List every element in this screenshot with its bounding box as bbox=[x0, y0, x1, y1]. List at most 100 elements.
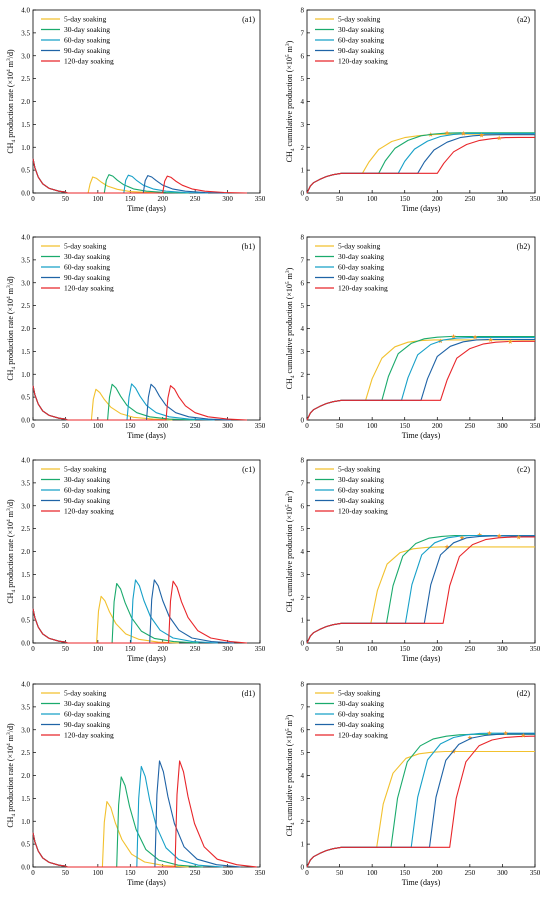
y-axis-label: CH4 cumulative production (×105 m3) bbox=[285, 267, 296, 389]
y-tick-label: 4.0 bbox=[21, 681, 30, 689]
legend-label: 120-day soaking bbox=[338, 731, 388, 740]
legend-label: 120-day soaking bbox=[64, 731, 114, 740]
y-tick-label: 1 bbox=[301, 617, 305, 625]
x-tick-label: 350 bbox=[255, 645, 266, 653]
y-tick-label: 5 bbox=[301, 302, 305, 310]
y-tick-label: 3.0 bbox=[21, 502, 30, 510]
y-tick-label: 5 bbox=[301, 75, 305, 83]
legend-label: 60-day soaking bbox=[64, 263, 110, 272]
legend-label: 120-day soaking bbox=[338, 284, 388, 293]
x-tick-label: 300 bbox=[497, 195, 508, 203]
chart-panel-c2: 0 50 100 150 200 250 300 350 0 1 2 3 4 5 6 7 8 Time (days… bbox=[285, 457, 541, 664]
legend-label: 90-day soaking bbox=[338, 273, 384, 282]
y-tick-label: 4 bbox=[301, 548, 305, 556]
y-tick-label: 1.0 bbox=[21, 818, 30, 826]
legend-label: 5-day soaking bbox=[338, 242, 381, 251]
y-tick-label: 0 bbox=[301, 640, 305, 648]
y-axis-label: CH4 production rate (×104 m3/d) bbox=[6, 723, 17, 828]
y-tick-label: 7 bbox=[301, 479, 305, 487]
chart-panel-a2: 0 50 100 150 200 250 300 350 0 1 2 3 4 5 6 7 8 Time (days… bbox=[285, 7, 541, 214]
series-line bbox=[32, 760, 257, 868]
series-line bbox=[32, 158, 163, 194]
x-axis-label: Time (days) bbox=[127, 431, 166, 440]
series-line bbox=[32, 582, 199, 644]
y-tick-label: 6 bbox=[301, 52, 305, 60]
legend-label: 90-day soaking bbox=[64, 273, 110, 282]
marker-star bbox=[486, 730, 492, 736]
series-line bbox=[306, 735, 535, 868]
y-tick-label: 3.5 bbox=[21, 29, 30, 37]
series-line bbox=[306, 337, 535, 421]
y-axis-label: CH4 production rate (×104 m3/d) bbox=[6, 49, 17, 154]
x-tick-label: 150 bbox=[399, 869, 410, 877]
marker-star bbox=[467, 735, 473, 740]
legend-label: 5-day soaking bbox=[338, 689, 381, 698]
y-tick-label: 2.5 bbox=[21, 525, 30, 533]
y-tick-label: 2.0 bbox=[21, 772, 30, 780]
chart-panel-d2: 0 50 100 150 200 250 300 350 0 1 2 3 4 5 6 7 8 Time (days… bbox=[285, 681, 541, 888]
x-axis-label: Time (days) bbox=[127, 878, 166, 887]
legend-label: 5-day soaking bbox=[64, 242, 107, 251]
x-tick-label: 350 bbox=[530, 869, 541, 877]
y-tick-label: 4 bbox=[301, 325, 305, 333]
x-tick-label: 50 bbox=[62, 645, 70, 653]
legend-label: 30-day soaking bbox=[64, 25, 110, 34]
x-tick-label: 250 bbox=[465, 422, 476, 430]
y-tick-label: 7 bbox=[301, 29, 305, 37]
y-tick-label: 3 bbox=[301, 571, 305, 579]
marker-star bbox=[488, 337, 494, 343]
x-tick-label: 200 bbox=[157, 869, 168, 877]
chart-panel-c1: 0 50 100 150 200 250 300 350 0.0 0.5 1.0 1.5 2.0 2.5 3… bbox=[6, 457, 266, 664]
y-axis-label: CH4 cumulative production (×105 m3) bbox=[285, 40, 296, 162]
chart-panel-b2: 0 50 100 150 200 250 300 350 0 1 2 3 4 5 6 7 8 Time (days… bbox=[285, 234, 541, 441]
series-line bbox=[32, 801, 189, 868]
x-tick-label: 300 bbox=[497, 645, 508, 653]
x-tick-label: 100 bbox=[367, 869, 378, 877]
legend-label: 60-day soaking bbox=[338, 710, 384, 719]
series-line bbox=[32, 158, 248, 194]
y-tick-label: 0.5 bbox=[21, 617, 30, 625]
chart-panel-b1: 0 50 100 150 200 250 300 350 0.0 0.5 1.0 1.5 2.0 2.5 3… bbox=[6, 234, 266, 441]
marker-star bbox=[460, 130, 466, 136]
x-tick-label: 0 bbox=[305, 869, 309, 877]
series-line bbox=[306, 335, 535, 421]
x-tick-label: 150 bbox=[125, 422, 136, 430]
y-tick-label: 8 bbox=[301, 7, 305, 15]
legend-label: 120-day soaking bbox=[64, 507, 114, 516]
chart-panel-d1: 0 50 100 150 200 250 300 350 0.0 0.5 1.0 1.5 2.0 2.5 3… bbox=[6, 681, 266, 888]
y-tick-label: 1.5 bbox=[21, 571, 30, 579]
marker-star bbox=[516, 534, 522, 540]
y-tick-label: 0.0 bbox=[21, 417, 30, 425]
series-line bbox=[32, 383, 196, 421]
x-tick-label: 100 bbox=[93, 422, 104, 430]
y-tick-label: 1.0 bbox=[21, 144, 30, 152]
y-tick-label: 3 bbox=[301, 121, 305, 129]
marker-star bbox=[520, 732, 526, 738]
y-tick-label: 3 bbox=[301, 795, 305, 803]
x-tick-label: 0 bbox=[31, 422, 35, 430]
x-tick-label: 0 bbox=[31, 195, 35, 203]
x-tick-label: 50 bbox=[62, 869, 70, 877]
y-tick-label: 2 bbox=[301, 594, 305, 602]
x-tick-label: 100 bbox=[367, 422, 378, 430]
panel-label: (c2) bbox=[517, 465, 530, 474]
x-tick-label: 350 bbox=[530, 422, 541, 430]
legend-label: 30-day soaking bbox=[338, 475, 384, 484]
marker-star bbox=[451, 333, 457, 339]
x-tick-label: 50 bbox=[62, 422, 70, 430]
y-tick-label: 7 bbox=[301, 256, 305, 264]
legend-label: 5-day soaking bbox=[64, 689, 107, 698]
x-tick-label: 0 bbox=[31, 869, 35, 877]
marker-star bbox=[472, 334, 478, 340]
x-tick-label: 50 bbox=[336, 195, 344, 203]
series-line bbox=[306, 134, 535, 194]
x-tick-label: 100 bbox=[367, 645, 378, 653]
x-tick-label: 350 bbox=[255, 195, 266, 203]
y-tick-label: 3.0 bbox=[21, 279, 30, 287]
x-tick-label: 250 bbox=[190, 645, 201, 653]
series-line bbox=[32, 158, 209, 194]
legend-label: 60-day soaking bbox=[64, 486, 110, 495]
legend-label: 5-day soaking bbox=[338, 15, 381, 24]
